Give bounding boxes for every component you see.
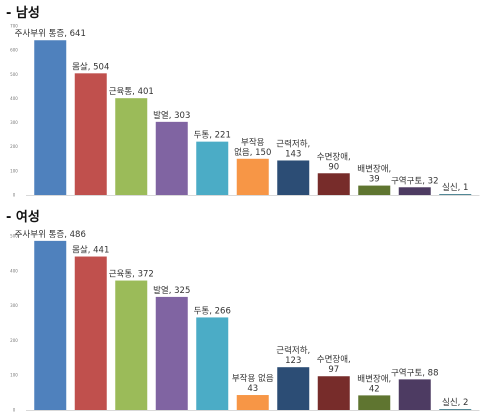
- male-bar: [74, 73, 107, 195]
- female-data-label: 실신, 2: [442, 397, 468, 408]
- female-bar: [358, 395, 391, 410]
- female-data-label: 수면장애,: [317, 354, 351, 365]
- male-data-label: 실신, 1: [442, 182, 468, 193]
- female-data-label: 발열, 325: [153, 285, 190, 296]
- female-data-label: 97: [328, 365, 339, 375]
- male-data-label: 90: [328, 162, 339, 172]
- female-data-label: 두통, 266: [194, 306, 231, 316]
- female-bar: [34, 240, 67, 410]
- female-bar: [236, 395, 269, 410]
- female-bar: [74, 256, 107, 410]
- female-y-tick-label: 200: [10, 338, 18, 343]
- male-data-label: 구역구토, 32: [391, 175, 439, 186]
- male-data-label: 없음, 150: [234, 148, 271, 158]
- male-bar: [196, 141, 229, 195]
- female-y-tick-label: 0: [13, 408, 16, 413]
- female-data-label: 123: [285, 356, 301, 366]
- female-panel-title: - 여성: [6, 210, 40, 225]
- female-bar: [317, 376, 350, 410]
- male-bar: [317, 173, 350, 195]
- male-bar: [34, 40, 67, 195]
- male-bar: [236, 158, 269, 195]
- female-data-label: 43: [247, 384, 258, 394]
- male-data-label: 몸살, 504: [72, 62, 109, 72]
- male-y-tick-label: 500: [10, 72, 18, 77]
- male-data-label: 수면장애,: [317, 151, 351, 162]
- female-bar: [439, 409, 472, 410]
- female-y-tick-label: 100: [10, 373, 18, 378]
- male-data-label: 배변장애,: [357, 164, 391, 175]
- female-data-label: 배변장애,: [357, 373, 391, 384]
- male-y-tick-label: 200: [10, 144, 18, 149]
- male-y-tick-label: 600: [10, 48, 18, 53]
- male-bar: [398, 187, 431, 195]
- male-y-tick-label: 100: [10, 168, 18, 173]
- male-y-tick-label: 700: [10, 24, 18, 29]
- female-data-label: 42: [369, 384, 380, 394]
- female-y-tick-label: 400: [10, 268, 18, 273]
- female-data-label: 주사부위 통증, 486: [15, 230, 86, 240]
- male-y-tick-label: 400: [10, 96, 18, 101]
- male-panel-title: - 남성: [6, 6, 40, 21]
- male-y-tick-label: 0: [13, 193, 16, 198]
- male-data-label: 근력저하,: [276, 138, 310, 149]
- female-data-label: 몸살, 441: [72, 246, 109, 256]
- female-data-label: 구역구토, 88: [391, 367, 439, 378]
- male-data-label: 39: [369, 175, 380, 185]
- male-data-label: 근육통, 401: [109, 87, 154, 97]
- male-data-label: 부작용: [241, 137, 265, 148]
- female-data-label: 근육통, 372: [109, 270, 154, 280]
- female-y-tick-label: 300: [10, 303, 18, 308]
- female-data-label: 부작용 없음: [232, 373, 274, 384]
- female-bar: [398, 379, 431, 410]
- female-bar: [115, 280, 148, 410]
- male-data-label: 143: [285, 149, 301, 159]
- male-y-tick-label: 300: [10, 120, 18, 125]
- male-data-label: 발열, 303: [153, 110, 190, 121]
- female-bar: [155, 296, 188, 410]
- male-bar: [155, 121, 188, 195]
- male-bar: [358, 185, 391, 195]
- male-bar: [115, 98, 148, 195]
- male-bar: [277, 160, 310, 195]
- male-bar: [439, 194, 472, 195]
- male-data-label: 주사부위 통증, 641: [15, 29, 86, 39]
- female-bar: [277, 367, 310, 410]
- female-bar: [196, 317, 229, 410]
- male-data-label: 두통, 221: [194, 131, 231, 141]
- female-y-tick-label: 500: [10, 234, 18, 239]
- female-data-label: 근력저하,: [276, 345, 310, 356]
